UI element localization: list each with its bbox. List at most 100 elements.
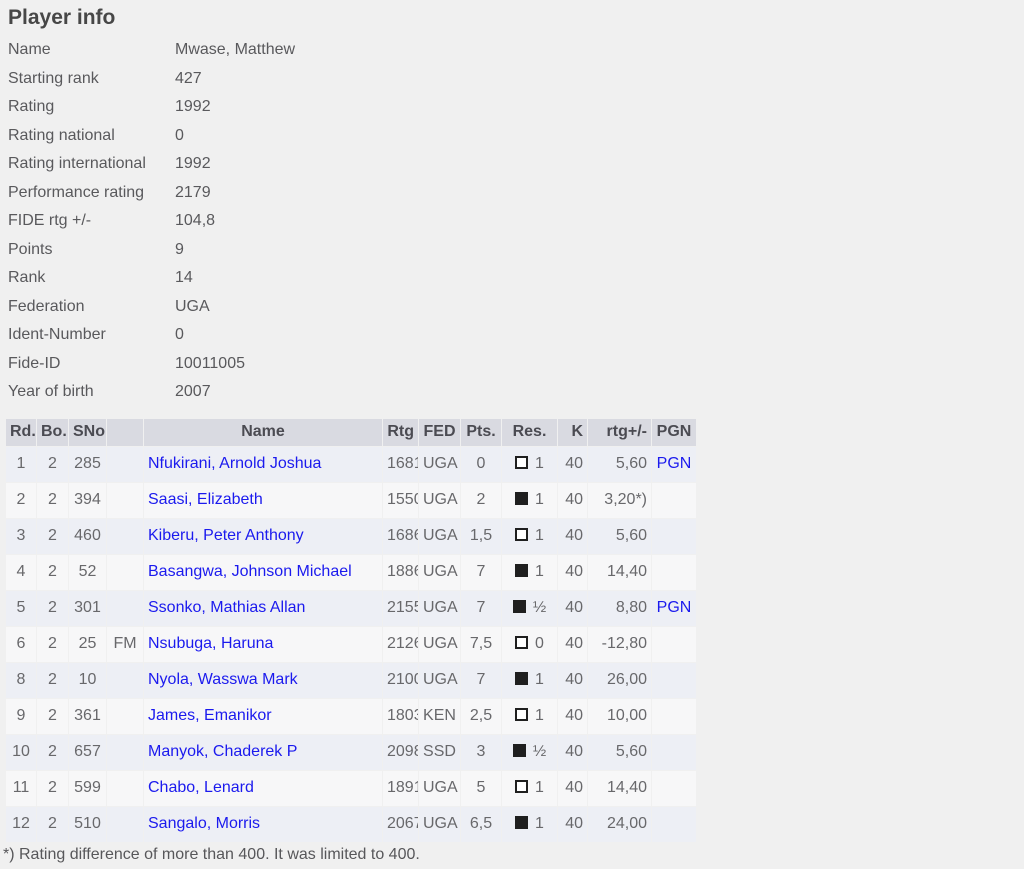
opponent-name-link[interactable]: Kiberu, Peter Anthony: [148, 527, 304, 544]
title-cell: [107, 806, 143, 842]
opponent-name-link[interactable]: Manyok, Chaderek P: [148, 743, 298, 760]
start-number-cell: 361: [69, 698, 106, 734]
rating-cell: 2155: [383, 590, 418, 626]
info-value: 104,8: [175, 212, 216, 230]
info-value: 1992: [175, 98, 211, 116]
page-title: Player info: [8, 6, 116, 29]
result-cell: 1: [502, 518, 557, 554]
result-value: 0: [535, 635, 544, 652]
info-value: 427: [175, 69, 202, 87]
round-cell: 5: [6, 590, 36, 626]
info-row-starting-rank: Starting rank 427: [8, 65, 1024, 94]
round-cell: 11: [6, 770, 36, 806]
result-value: 1: [535, 455, 544, 472]
info-row-rating: Rating 1992: [8, 93, 1024, 122]
result-value: 1: [535, 779, 544, 796]
info-label: FIDE rtg +/-: [8, 212, 92, 230]
piece-color-square-icon: [515, 456, 529, 469]
round-cell: 6: [6, 626, 36, 662]
federation-cell: UGA: [419, 806, 460, 842]
k-factor-cell: 40: [558, 446, 587, 482]
result-cell: 1: [502, 770, 557, 806]
points-cell: 0: [461, 446, 501, 482]
k-factor-cell: 40: [558, 806, 587, 842]
rating-cell: 1550: [383, 482, 418, 518]
header-name: Name: [144, 418, 382, 446]
title-cell: [107, 590, 143, 626]
header-k-factor: K: [558, 418, 587, 446]
result-value: 1: [535, 563, 544, 580]
info-row-federation: Federation UGA: [8, 293, 1024, 322]
result-value: ½: [532, 743, 547, 760]
opponent-name-link[interactable]: James, Emanikor: [148, 707, 272, 724]
round-cell: 3: [6, 518, 36, 554]
k-factor-cell: 40: [558, 770, 587, 806]
points-cell: 7: [461, 590, 501, 626]
info-row-performance-rating: Performance rating 2179: [8, 179, 1024, 208]
opponent-name-link[interactable]: Chabo, Lenard: [148, 779, 254, 796]
result-row: 3 2 460 Kiberu, Peter Anthony 1686 UGA 1…: [6, 518, 696, 554]
pgn-cell: PGN: [652, 446, 696, 482]
board-cell: 2: [37, 482, 68, 518]
round-cell: 4: [6, 554, 36, 590]
pgn-cell: [652, 626, 696, 662]
info-label: Year of birth: [8, 383, 94, 401]
rating-cell: 1891: [383, 770, 418, 806]
pgn-cell: [652, 806, 696, 842]
title-cell: [107, 446, 143, 482]
info-row-rating-international: Rating international 1992: [8, 150, 1024, 179]
opponent-name-cell: Manyok, Chaderek P: [144, 734, 382, 770]
result-value: 1: [535, 671, 544, 688]
opponent-name-link[interactable]: Nfukirani, Arnold Joshua: [148, 455, 322, 472]
info-label: Rating national: [8, 126, 115, 144]
start-number-cell: 10: [69, 662, 106, 698]
header-round: Rd.: [6, 418, 36, 446]
rating-cell: 2100: [383, 662, 418, 698]
opponent-name-link[interactable]: Basangwa, Johnson Michael: [148, 563, 352, 580]
board-cell: 2: [37, 734, 68, 770]
info-row-points: Points 9: [8, 236, 1024, 265]
opponent-name-link[interactable]: Sangalo, Morris: [148, 815, 261, 832]
info-value: UGA: [175, 297, 210, 315]
k-factor-cell: 40: [558, 590, 587, 626]
rating-change-cell: 8,80: [588, 590, 651, 626]
result-row: 12 2 510 Sangalo, Morris 2067 UGA 6,5 1 …: [6, 806, 696, 842]
rating-change-cell: 14,40: [588, 770, 651, 806]
pgn-cell: [652, 482, 696, 518]
opponent-name-link[interactable]: Ssonko, Mathias Allan: [148, 599, 306, 616]
opponent-name-link[interactable]: Nsubuga, Haruna: [148, 635, 274, 652]
opponent-name-link[interactable]: Nyola, Wasswa Mark: [148, 671, 298, 688]
opponent-name-cell: Chabo, Lenard: [144, 770, 382, 806]
header-rating-change: rtg+/-: [588, 418, 651, 446]
title-cell: [107, 770, 143, 806]
board-cell: 2: [37, 698, 68, 734]
start-number-cell: 599: [69, 770, 106, 806]
info-value: 2007: [175, 383, 211, 401]
round-cell: 9: [6, 698, 36, 734]
title-cell: [107, 698, 143, 734]
result-cell: 1: [502, 698, 557, 734]
k-factor-cell: 40: [558, 554, 587, 590]
piece-color-square-icon: [515, 780, 529, 793]
rating-cell: 1886: [383, 554, 418, 590]
opponent-name-cell: Ssonko, Mathias Allan: [144, 590, 382, 626]
result-cell: 1: [502, 554, 557, 590]
rating-cell: 2098: [383, 734, 418, 770]
pgn-link[interactable]: PGN: [656, 599, 692, 616]
info-value: 2179: [175, 183, 211, 201]
info-row-fide-id: Fide-ID 10011005: [8, 350, 1024, 379]
header-federation: FED: [419, 418, 460, 446]
board-cell: 2: [37, 770, 68, 806]
start-number-cell: 25: [69, 626, 106, 662]
pgn-cell: [652, 698, 696, 734]
header-start-number: SNo: [69, 418, 106, 446]
points-cell: 2,5: [461, 698, 501, 734]
piece-color-square-icon: [512, 744, 526, 757]
opponent-name-cell: Saasi, Elizabeth: [144, 482, 382, 518]
start-number-cell: 510: [69, 806, 106, 842]
federation-cell: UGA: [419, 662, 460, 698]
opponent-name-link[interactable]: Saasi, Elizabeth: [148, 491, 263, 508]
pgn-link[interactable]: PGN: [656, 455, 692, 472]
info-value: 9: [175, 240, 184, 258]
points-cell: 3: [461, 734, 501, 770]
